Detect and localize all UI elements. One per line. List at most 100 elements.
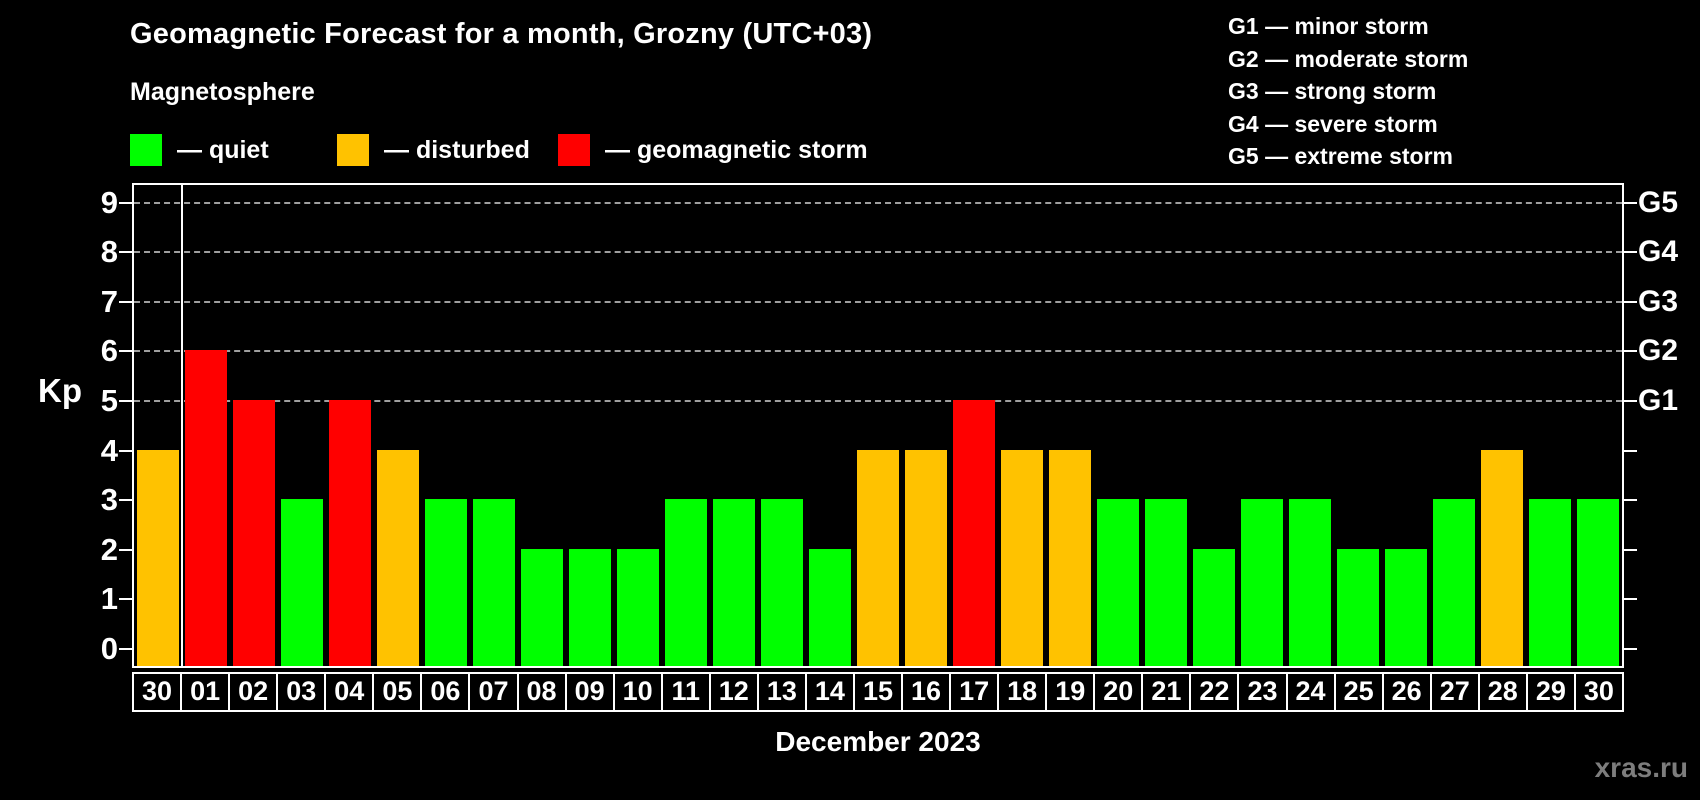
g-tick-label-g1: G1 [1638, 384, 1679, 417]
kp-bar-day-21 [1145, 499, 1187, 666]
kp-bar-day-17 [953, 400, 995, 666]
legend-label: — disturbed [384, 135, 530, 164]
day-label-cell: 05 [372, 672, 423, 712]
day-label-cell: 15 [852, 672, 903, 712]
g-tick-label-g4: G4 [1638, 235, 1679, 269]
g-legend-line: G4 — severe storm [1228, 110, 1438, 137]
kp-bar-day-01 [185, 350, 227, 666]
xras-watermark: xras.ru [1594, 752, 1688, 783]
magnetosphere-subtitle: Magnetosphere [130, 78, 315, 106]
day-label-cell: 19 [1045, 672, 1096, 712]
gridline-kp-8 [134, 251, 1622, 254]
right-axis-tick [1624, 449, 1637, 452]
kp-bar-day-27 [1433, 499, 1475, 666]
y-tick-label: 5 [100, 383, 118, 418]
left-axis-tick [119, 400, 132, 402]
legend-label: — geomagnetic storm [605, 135, 868, 164]
legend-label: — quiet [177, 135, 269, 164]
g-tick-label-g5: G5 [1638, 185, 1679, 219]
kp-bar-day-02 [233, 400, 275, 666]
right-axis-tick [1624, 648, 1637, 650]
kp-bar-day-10 [617, 548, 659, 666]
day-label-cell: 27 [1429, 672, 1480, 712]
y-tick-label: 2 [100, 531, 118, 567]
right-axis-tick [1624, 598, 1637, 601]
day-label-cell: 13 [756, 672, 807, 712]
day-label-cell: 30 [1573, 672, 1624, 712]
kp-bar-day-24 [1289, 499, 1331, 666]
day-label-cell: 04 [324, 672, 375, 712]
gridline-kp-5 [134, 400, 1622, 402]
left-axis-tick [119, 598, 132, 601]
y-tick-label: 7 [100, 283, 118, 319]
day-label-cell: 01 [180, 672, 231, 712]
kp-bar-day-14 [809, 548, 851, 666]
kp-bar-day-28 [1481, 449, 1523, 666]
x-axis-title: December 2023 [775, 726, 981, 757]
day-label-cell: 07 [468, 672, 519, 712]
day-label-cell: 12 [708, 672, 759, 712]
day-label-cell: 03 [276, 672, 327, 712]
g-tick-label-g2: G2 [1638, 334, 1679, 368]
kp-bar-day-13 [761, 499, 803, 666]
day-label-cell: 18 [997, 672, 1048, 712]
y-tick-label: 6 [100, 333, 118, 369]
kp-bar-day-05 [377, 449, 419, 666]
day-label-cell: 30 [132, 672, 183, 712]
gridline-kp-7 [134, 300, 1622, 303]
kp-bar-day-07 [473, 499, 515, 666]
day-label-cell: 08 [516, 672, 567, 712]
left-axis-tick [119, 449, 132, 452]
kp-bar-day-03 [281, 499, 323, 666]
disturbed-swatch-icon [337, 134, 369, 166]
left-axis-tick [119, 201, 132, 204]
day-label-cell: 17 [949, 672, 1000, 712]
g-tick-label-g3: G3 [1638, 284, 1679, 318]
day-label-cell: 02 [228, 672, 279, 712]
kp-bar-day-16 [905, 449, 947, 666]
day-label-cell: 28 [1477, 672, 1528, 712]
left-axis-tick [119, 499, 132, 502]
kp-bar-day-29 [1529, 499, 1571, 666]
day-label-cell: 11 [660, 672, 711, 712]
kp-bar-day-26 [1385, 548, 1427, 666]
left-axis-tick [119, 300, 132, 303]
page-title: Geomagnetic Forecast for a month, Grozny… [130, 18, 873, 50]
kp-bar-day-15 [857, 449, 899, 666]
left-axis-tick [119, 548, 132, 551]
g-scale-legend: G1 — minor storm G2 — moderate storm G3 … [1228, 10, 1468, 173]
right-axis-tick [1624, 400, 1637, 402]
kp-bar-day-18 [1001, 449, 1043, 666]
gridline-kp-9 [134, 201, 1622, 204]
kp-bar-day-30 [1577, 499, 1619, 666]
day-label-cell: 25 [1333, 672, 1384, 712]
kp-bar-day-12 [713, 499, 755, 666]
legend-item-storm: — geomagnetic storm [558, 133, 868, 167]
storm-swatch-icon [558, 134, 590, 166]
day-label-cell: 26 [1381, 672, 1432, 712]
day-label-cell: 29 [1525, 672, 1576, 712]
plot-area: 0 1 2 3 4 5 6 7 8 9 G1 G2 G3 G4 G5 [101, 183, 1678, 668]
day-label-cell: 10 [612, 672, 663, 712]
legend-item-disturbed: — disturbed [337, 133, 530, 167]
g-legend-line: G1 — minor storm [1228, 13, 1429, 39]
day-label-cell: 24 [1285, 672, 1336, 712]
left-axis-tick [119, 648, 132, 650]
day-label-cell: 22 [1189, 672, 1240, 712]
y-axis-label: Kp [38, 372, 82, 409]
right-axis-tick [1624, 548, 1637, 551]
left-axis-tick [119, 251, 132, 254]
kp-bar-day-20 [1097, 499, 1139, 666]
day-label-cell: 09 [564, 672, 615, 712]
y-tick-label: 4 [100, 432, 118, 468]
right-axis-tick [1624, 251, 1637, 254]
day-label-cell: 20 [1093, 672, 1144, 712]
day-label-cell: 23 [1237, 672, 1288, 712]
right-axis-tick [1624, 201, 1637, 204]
right-axis-tick [1624, 350, 1637, 353]
day-label-cell: 16 [901, 672, 952, 712]
g-legend-line: G2 — moderate storm [1228, 45, 1469, 72]
day-label-cell: 14 [804, 672, 855, 712]
y-tick-label: 9 [100, 184, 118, 220]
